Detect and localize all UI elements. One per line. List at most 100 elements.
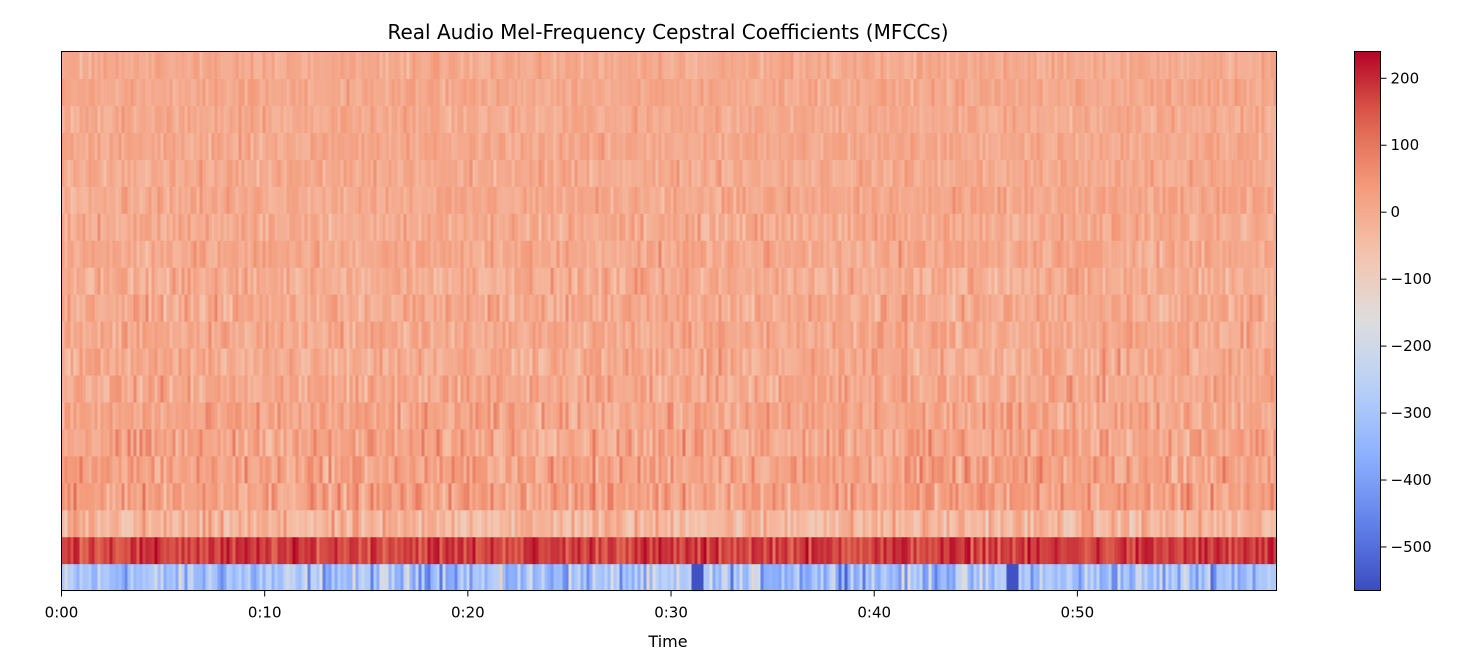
heatmap-cell — [61, 455, 66, 484]
heatmap-cell — [565, 321, 570, 349]
heatmap-cell — [685, 374, 690, 403]
heatmap-cell — [670, 374, 675, 403]
heatmap-cell — [826, 401, 831, 430]
heatmap-cell — [1024, 509, 1029, 538]
heatmap-cell — [283, 267, 288, 295]
heatmap-cell — [304, 294, 309, 322]
heatmap-cell — [1078, 563, 1083, 592]
heatmap-cell — [784, 455, 789, 484]
heatmap-cell — [1195, 374, 1200, 403]
heatmap-cell — [823, 482, 828, 511]
heatmap-cell — [655, 455, 660, 484]
heatmap-cell — [364, 347, 369, 376]
heatmap-cell — [898, 482, 903, 511]
heatmap-cell — [427, 563, 432, 592]
heatmap-cell — [619, 321, 624, 349]
heatmap-cell — [136, 509, 141, 538]
heatmap-cell — [889, 347, 894, 376]
heatmap-cell — [1120, 374, 1125, 403]
heatmap-cell — [619, 294, 624, 322]
heatmap-cell — [163, 240, 168, 268]
heatmap-cell — [1267, 267, 1272, 295]
heatmap-cell — [1117, 294, 1122, 322]
heatmap-cell — [724, 482, 729, 511]
heatmap-cell — [211, 294, 216, 322]
heatmap-cell — [205, 240, 210, 268]
heatmap-cell — [1189, 563, 1194, 592]
heatmap-cell — [661, 347, 666, 376]
heatmap-cell — [112, 428, 117, 457]
heatmap-cell — [766, 294, 771, 322]
heatmap-cell — [166, 294, 171, 322]
heatmap-cell — [832, 294, 837, 322]
heatmap-cell — [412, 536, 417, 565]
heatmap-cell — [715, 563, 720, 592]
heatmap-cell — [796, 347, 801, 376]
heatmap-cell — [865, 509, 870, 538]
heatmap-cell — [1078, 482, 1083, 511]
heatmap-cell — [1168, 294, 1173, 322]
heatmap-cell — [391, 374, 396, 403]
heatmap-cell — [121, 455, 126, 484]
heatmap-cell — [70, 428, 75, 457]
heatmap-cell — [619, 401, 624, 430]
heatmap-cell — [1267, 321, 1272, 349]
heatmap-cell — [778, 428, 783, 457]
heatmap-cell — [76, 240, 81, 268]
heatmap-cell — [325, 536, 330, 565]
heatmap-cell — [439, 347, 444, 376]
heatmap-cell — [1003, 401, 1008, 430]
heatmap-cell — [1249, 482, 1254, 511]
heatmap-cell — [1258, 428, 1263, 457]
heatmap-cell — [358, 267, 363, 295]
heatmap-cell — [775, 321, 780, 349]
heatmap-cell — [562, 482, 567, 511]
heatmap-cell — [367, 455, 372, 484]
heatmap-cell — [1147, 482, 1152, 511]
heatmap-cell — [1222, 455, 1227, 484]
heatmap-cell — [706, 509, 711, 538]
heatmap-cell — [838, 267, 843, 295]
heatmap-cell — [475, 428, 480, 457]
heatmap-cell — [238, 509, 243, 538]
heatmap-cell — [976, 482, 981, 511]
heatmap-cell — [760, 482, 765, 511]
heatmap-cell — [592, 509, 597, 538]
heatmap-cell — [610, 455, 615, 484]
heatmap-cell — [886, 455, 891, 484]
heatmap-cell — [1201, 374, 1206, 403]
heatmap-cell — [916, 563, 921, 592]
heatmap-cell — [1249, 536, 1254, 565]
heatmap-cell — [787, 428, 792, 457]
heatmap-cell — [127, 536, 132, 565]
heatmap-cell — [850, 267, 855, 295]
heatmap-cell — [826, 428, 831, 457]
heatmap-cell — [1165, 536, 1170, 565]
heatmap-cell — [187, 240, 192, 268]
heatmap-cell — [670, 455, 675, 484]
heatmap-cell — [1138, 536, 1143, 565]
heatmap-cell — [442, 455, 447, 484]
heatmap-cell — [802, 294, 807, 322]
heatmap-cell — [169, 240, 174, 268]
heatmap-cell — [637, 294, 642, 322]
heatmap-cell — [934, 347, 939, 376]
heatmap-cell — [169, 347, 174, 376]
heatmap-cell — [1042, 509, 1047, 538]
heatmap-cell — [838, 374, 843, 403]
heatmap-cell — [427, 294, 432, 322]
heatmap-cell — [1195, 267, 1200, 295]
heatmap-cell — [553, 428, 558, 457]
heatmap-cell — [1180, 509, 1185, 538]
heatmap-cell — [1087, 374, 1092, 403]
heatmap-cell — [67, 455, 72, 484]
heatmap-cell — [820, 347, 825, 376]
heatmap-cell — [298, 374, 303, 403]
heatmap-cell — [151, 536, 156, 565]
heatmap-cell — [886, 294, 891, 322]
heatmap-cell — [1096, 536, 1101, 565]
heatmap-cell — [325, 347, 330, 376]
heatmap-cell — [1174, 374, 1179, 403]
heatmap-cell — [349, 455, 354, 484]
heatmap-cell — [562, 374, 567, 403]
